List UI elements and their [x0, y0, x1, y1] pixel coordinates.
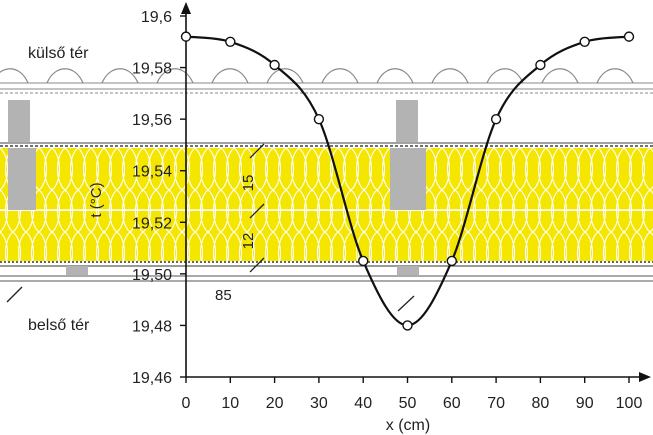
y-axis-label: t (°C) — [88, 182, 105, 217]
y-axis-arrow — [181, 2, 191, 14]
x-tick-label: 30 — [310, 395, 328, 412]
batten-middle — [397, 266, 419, 275]
rafter-middle — [390, 148, 426, 210]
y-tick-label: 19,48 — [132, 318, 172, 335]
dim-tick-left — [6, 286, 23, 303]
dim-tick-center — [397, 295, 415, 312]
x-tick-label: 40 — [354, 395, 372, 412]
x-ticks: 0 10 20 30 40 50 60 70 80 90 100 — [182, 377, 643, 412]
y-tick-label: 19,46 — [132, 370, 172, 387]
x-tick-label: 20 — [266, 395, 284, 412]
y-ticks: 19,46 19,48 19,50 19,52 19,54 19,56 19,58 19,6 — [132, 9, 186, 387]
data-point — [313, 113, 325, 125]
x-tick-label: 90 — [576, 395, 594, 412]
data-point — [535, 59, 546, 71]
rafter-left — [8, 148, 36, 210]
y-tick-label: 19,56 — [132, 112, 172, 129]
axes — [181, 2, 651, 382]
rafter-stub-left — [8, 100, 30, 142]
data-point — [358, 255, 369, 267]
x-tick-label: 10 — [221, 395, 239, 412]
x-tick-label: 60 — [443, 395, 461, 412]
data-point — [446, 255, 457, 267]
data-point — [180, 31, 192, 42]
data-point — [623, 31, 635, 42]
x-tick-label: 100 — [616, 395, 643, 412]
series-points — [180, 31, 635, 331]
x-tick-label: 80 — [532, 395, 550, 412]
insulation-upper — [0, 148, 653, 210]
x-tick-label: 50 — [399, 395, 417, 412]
batten-left — [66, 266, 88, 275]
data-point — [579, 36, 590, 47]
label-inside: belső tér — [28, 317, 90, 334]
y-tick-label: 19,52 — [132, 215, 172, 232]
x-tick-label: 0 — [182, 395, 191, 412]
x-axis-label: x (cm) — [386, 417, 430, 434]
data-point — [269, 59, 280, 71]
y-tick-label: 19,58 — [132, 61, 172, 78]
series-line — [185, 35, 630, 327]
x-tick-label: 70 — [487, 395, 505, 412]
data-point — [402, 320, 413, 331]
y-tick-label: 19,54 — [132, 164, 172, 181]
dim-label-12: 12 — [240, 233, 257, 250]
data-point — [225, 36, 236, 47]
data-point — [490, 113, 502, 125]
dim-tick-lower — [249, 257, 265, 273]
dim-tick-upper — [249, 143, 265, 159]
dim-tick-mid — [249, 203, 265, 219]
roof-tile-layer — [0, 68, 653, 94]
insulation-lower — [0, 211, 653, 261]
label-outside: külső tér — [28, 45, 89, 62]
y-tick-label: 19,50 — [132, 267, 172, 284]
x-axis-arrow — [639, 372, 651, 382]
dim-label-15: 15 — [240, 175, 257, 192]
rafter-stub-middle — [396, 100, 418, 142]
y-tick-label: 19,6 — [141, 9, 172, 26]
dim-label-85: 85 — [215, 287, 232, 304]
